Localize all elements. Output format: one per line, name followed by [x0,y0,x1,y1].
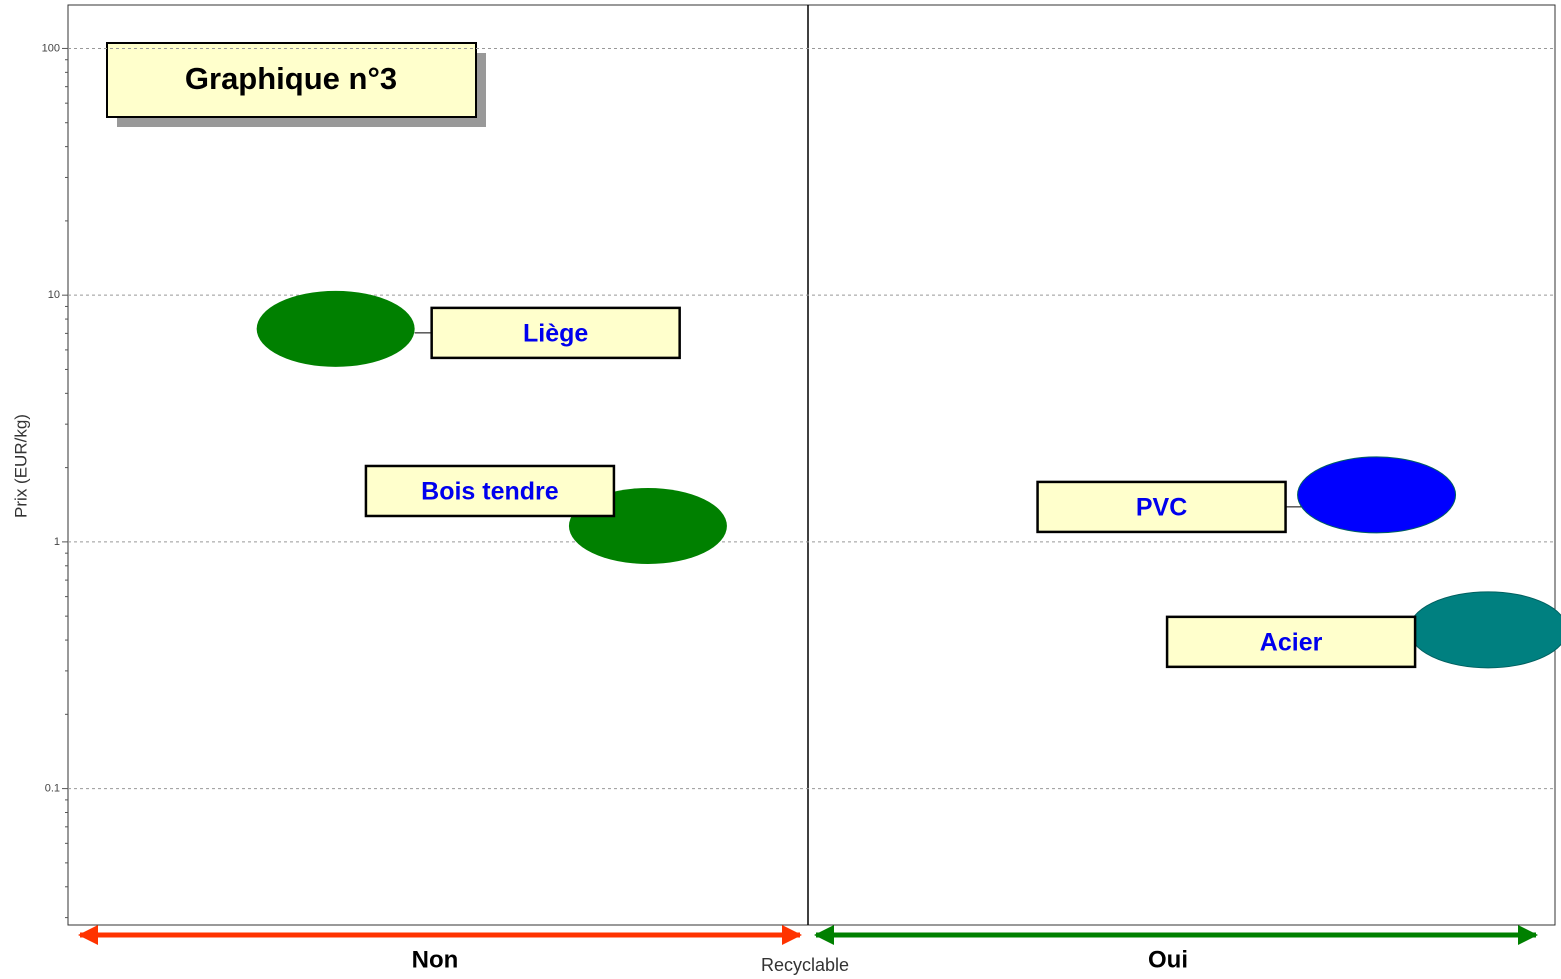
category-label: Oui [1148,946,1188,973]
category-label: Non [412,946,459,973]
label-box [364,464,616,518]
point-label: Liège [523,319,588,347]
title-box [106,42,477,118]
bubble [256,290,415,367]
bubble [1408,591,1561,669]
x-axis-label: Recyclable [761,955,849,975]
y-tick-label: 10 [48,289,60,301]
bubble [1297,456,1457,534]
point-label: Bois tendre [421,478,559,506]
y-axis-label: Prix (EUR/kg) [11,414,30,518]
point-label: Acier [1260,628,1323,656]
label-box [1165,615,1417,669]
y-tick-label: 100 [42,42,60,54]
chart-title: Graphique n°3 [185,61,397,96]
label-box [1036,480,1287,534]
point-label: PVC [1136,494,1187,522]
y-tick-label: 1 [54,536,60,548]
y-tick-label: 0.1 [45,783,60,795]
label-box [430,306,681,360]
plot-frame [67,4,1556,926]
